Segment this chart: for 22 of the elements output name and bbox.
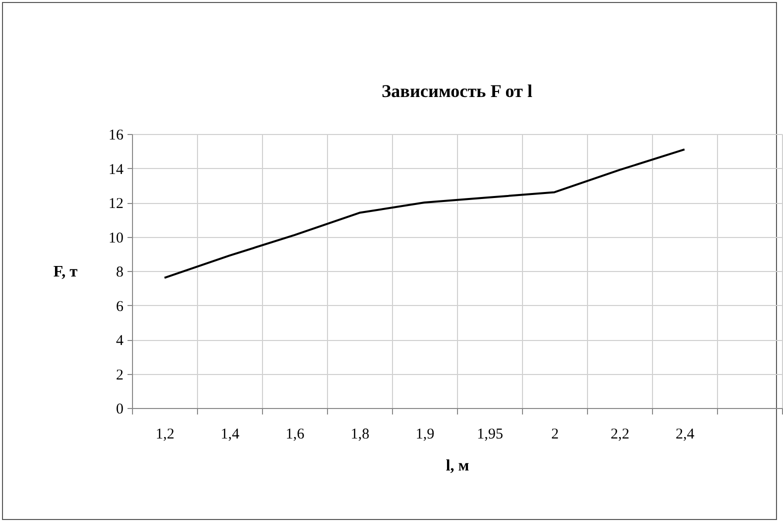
- y-axis-title: F, т: [53, 264, 78, 280]
- x-axis-title: l, м: [446, 458, 470, 474]
- x-tick-label: 2,2: [610, 426, 630, 442]
- chart-title: Зависимость F от l: [382, 81, 532, 101]
- y-tick-label: 12: [108, 196, 124, 212]
- y-tick-label: 8: [116, 264, 124, 280]
- y-tick-label: 0: [116, 402, 124, 418]
- x-tick-label: 1,8: [350, 426, 370, 442]
- x-tick-label: 1,2: [156, 426, 174, 442]
- y-tick-label: 4: [116, 333, 124, 349]
- y-tick-label: 10: [108, 230, 124, 246]
- y-tick-label: 14: [108, 162, 124, 178]
- x-tick-label: 1,6: [286, 426, 305, 442]
- x-tick-label: 1,95: [476, 426, 504, 442]
- y-tick-label: 6: [116, 298, 124, 315]
- x-tick-label: 1,9: [416, 426, 434, 442]
- y-tick-label: 2: [116, 367, 124, 384]
- y-tick-label: 16: [108, 128, 124, 144]
- x-tick-label: 2: [551, 426, 559, 442]
- x-tick-label: 1,4: [220, 426, 240, 442]
- x-tick-label: 2,4: [676, 426, 695, 442]
- line-series: [164, 148, 686, 279]
